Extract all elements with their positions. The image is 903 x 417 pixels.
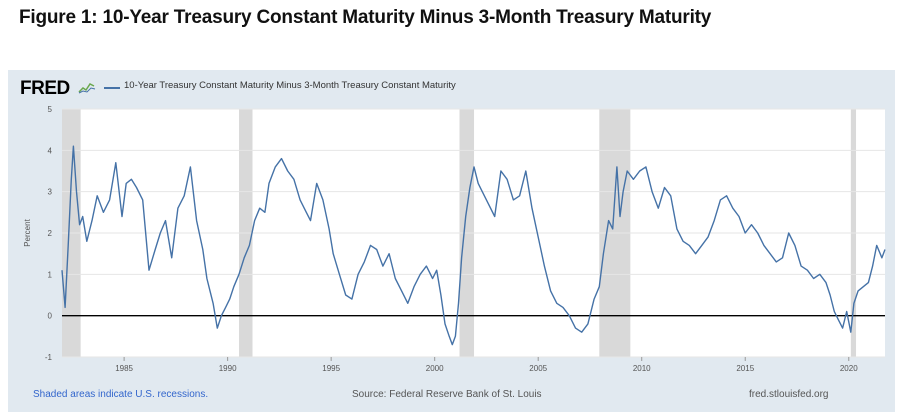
x-tick-label: 2020 <box>840 364 858 373</box>
figure-title: Figure 1: 10-Year Treasury Constant Matu… <box>19 7 712 28</box>
y-tick-label: 2 <box>48 229 53 238</box>
y-tick-label: -1 <box>45 353 53 362</box>
x-tick-label: 2010 <box>633 364 651 373</box>
x-tick-label: 1985 <box>115 364 133 373</box>
x-tick-label: 1990 <box>219 364 237 373</box>
y-tick-label: 3 <box>48 188 53 197</box>
x-tick-label: 2000 <box>426 364 444 373</box>
fred-logo[interactable]: FRED <box>20 78 70 99</box>
series-legend: 10-Year Treasury Constant Maturity Minus… <box>124 80 456 91</box>
y-tick-label: 4 <box>48 146 53 155</box>
y-tick-label: 1 <box>48 270 53 279</box>
series-line <box>61 145 886 346</box>
line-chart-icon <box>78 80 96 94</box>
legend-swatch <box>104 87 120 89</box>
source-note: Source: Federal Reserve Bank of St. Loui… <box>352 389 542 400</box>
y-tick-label: 5 <box>48 105 53 114</box>
x-tick-label: 2005 <box>529 364 547 373</box>
y-tick-label: 0 <box>48 312 53 321</box>
x-tick-label: 1995 <box>322 364 340 373</box>
y-axis-label: Percent <box>23 218 32 246</box>
recession-note-link[interactable]: Shaded areas indicate U.S. recessions. <box>33 389 209 400</box>
x-tick-label: 2015 <box>736 364 754 373</box>
site-link[interactable]: fred.stlouisfed.org <box>749 389 829 400</box>
